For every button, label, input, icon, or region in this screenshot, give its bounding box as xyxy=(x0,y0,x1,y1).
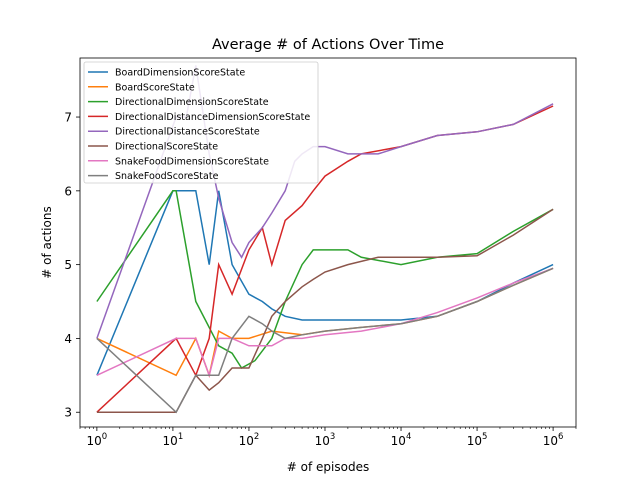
y-tick-label: 4 xyxy=(64,332,72,346)
x-tick-label: 106 xyxy=(543,432,564,448)
x-tick-base: 10 xyxy=(391,434,406,448)
legend: BoardDimensionScoreState BoardScoreState D… xyxy=(83,61,319,184)
x-tick-base: 10 xyxy=(87,434,102,448)
y-tick-label: 6 xyxy=(64,184,72,198)
legend-label: SnakeFoodDimensionScoreState xyxy=(115,156,269,167)
y-tick-label: 7 xyxy=(64,111,72,125)
x-tick-label: 102 xyxy=(239,432,260,448)
series-line-8 xyxy=(96,267,554,414)
x-tick-base: 10 xyxy=(543,434,558,448)
x-tick-exponent: 3 xyxy=(330,432,335,442)
y-axis: 3 4 5 6 7 xyxy=(64,111,80,420)
y-axis-label: # of actions xyxy=(40,206,54,278)
series-line-6 xyxy=(96,208,554,413)
x-tick-label: 103 xyxy=(315,432,336,448)
y-tick-label: 3 xyxy=(64,406,72,420)
x-tick-exponent: 1 xyxy=(178,432,183,442)
legend-label: BoardScoreState xyxy=(115,82,195,93)
x-tick-label: 105 xyxy=(467,432,488,448)
legend-label: BoardDimensionScoreState xyxy=(115,68,245,79)
x-tick-label: 100 xyxy=(87,432,108,448)
legend-label: DirectionalDistanceScoreState xyxy=(115,127,260,138)
x-tick-exponent: 2 xyxy=(254,432,259,442)
series-line-3 xyxy=(96,190,554,369)
legend-label: DirectionalDistanceDimensionScoreState xyxy=(115,112,310,123)
x-tick-base: 10 xyxy=(467,434,482,448)
x-axis: 100 101 102 103 104 105 106 xyxy=(79,427,577,448)
y-tick-label: 5 xyxy=(64,258,72,272)
x-tick-base: 10 xyxy=(315,434,330,448)
x-tick-exponent: 6 xyxy=(558,432,563,442)
legend-label: DirectionalScoreState xyxy=(115,142,218,153)
plot-frame xyxy=(79,57,577,428)
x-tick-label: 104 xyxy=(391,432,412,448)
x-tick-label: 101 xyxy=(163,432,184,448)
series-line-2 xyxy=(96,267,554,379)
x-axis-label: # of episodes xyxy=(287,460,369,474)
legend-label: SnakeFoodScoreState xyxy=(115,171,219,182)
x-tick-base: 10 xyxy=(239,434,254,448)
x-tick-exponent: 5 xyxy=(482,432,487,442)
x-tick-base: 10 xyxy=(163,434,178,448)
legend-box xyxy=(83,61,319,184)
x-tick-exponent: 0 xyxy=(102,432,107,442)
x-tick-exponent: 4 xyxy=(406,432,411,442)
chart-title: Average # of Actions Over Time xyxy=(212,37,444,53)
series-line-7 xyxy=(96,267,554,378)
legend-label: DirectionalDimensionScoreState xyxy=(115,97,269,108)
